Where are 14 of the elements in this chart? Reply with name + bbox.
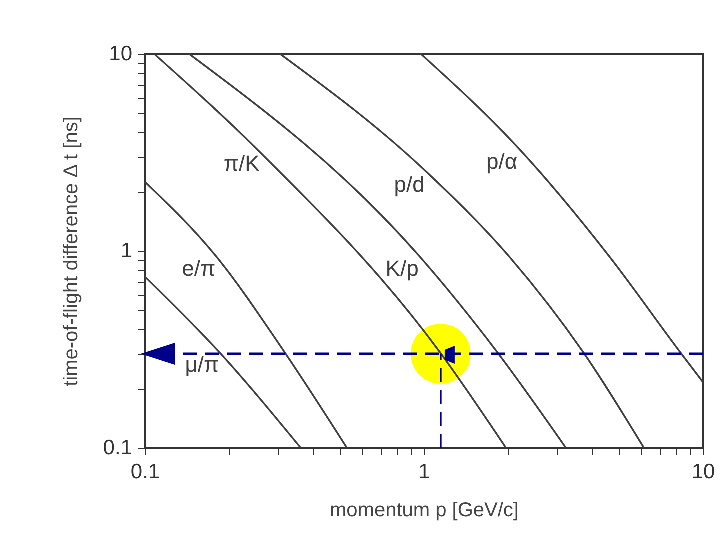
- series-label: p/α: [486, 148, 518, 174]
- y-tick-label: 1: [120, 240, 132, 262]
- series-label: π/K: [224, 151, 260, 176]
- y-tick-label: 0.1: [103, 436, 132, 460]
- x-tick-label: 0.1: [130, 460, 160, 484]
- y-axis-title: time-of-flight difference Δ t [ns]: [60, 116, 82, 386]
- series-label: e/π: [182, 256, 216, 282]
- x-axis-title: momentum p [GeV/c]: [330, 500, 519, 522]
- x-tick-label: 10: [692, 460, 716, 484]
- series-label: p/d: [394, 172, 425, 197]
- series-label: μ/π: [185, 352, 220, 378]
- y-tick-label: 10: [109, 42, 132, 66]
- series-label: K/p: [386, 256, 419, 282]
- x-tick-label: 1: [418, 460, 430, 484]
